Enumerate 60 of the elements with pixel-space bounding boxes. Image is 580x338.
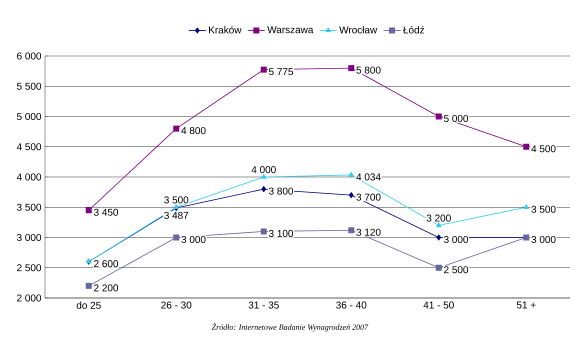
y-tick-label: 2 000 xyxy=(17,294,42,302)
data-label: 2 600 xyxy=(94,260,118,268)
data-label: 2 200 xyxy=(94,284,118,292)
x-tick-label: 51 + xyxy=(516,302,536,308)
data-label: 3 800 xyxy=(268,188,294,195)
point xyxy=(261,186,266,192)
data-label: 5 000 xyxy=(444,114,468,122)
y-tick-label: 4 500 xyxy=(16,143,42,150)
point xyxy=(173,126,180,132)
data-label: 3 100 xyxy=(268,230,294,237)
y-tick-label: 3 500 xyxy=(16,204,42,211)
x-tick-label: 26 - 30 xyxy=(161,302,192,309)
x-tick-label: do 25 xyxy=(76,302,101,309)
legend-label: Wrocław xyxy=(339,26,378,34)
y-tick-label: 2 500 xyxy=(17,264,42,272)
point xyxy=(260,228,267,234)
point xyxy=(173,234,180,240)
data-label: 5 800 xyxy=(356,66,381,74)
data-label: 4 800 xyxy=(181,127,206,134)
data-label: 4 000 xyxy=(252,166,276,174)
x-tick-label: 36 - 40 xyxy=(336,302,366,309)
point xyxy=(86,282,92,289)
point xyxy=(524,204,529,209)
legend-label: Kraków xyxy=(209,26,242,34)
point xyxy=(436,264,442,271)
point xyxy=(348,227,354,234)
data-label: 3 450 xyxy=(94,208,118,216)
data-label: 4 034 xyxy=(356,173,381,180)
data-label: 3 487 xyxy=(164,212,188,219)
y-tick-label: 5 000 xyxy=(16,112,42,120)
x-tick-label: 31 - 35 xyxy=(248,302,279,309)
data-label: 2 500 xyxy=(444,266,468,274)
x-tick-label: 41 - 50 xyxy=(423,302,454,309)
legend-label: Łódź xyxy=(403,26,424,34)
data-label: 3 000 xyxy=(531,236,556,244)
point xyxy=(348,65,354,72)
data-label: 3 500 xyxy=(531,206,556,213)
point xyxy=(348,172,354,177)
data-label: 3 120 xyxy=(356,228,381,236)
data-label: 3 000 xyxy=(181,236,206,244)
y-tick-label: 3 000 xyxy=(16,234,42,242)
point xyxy=(261,174,266,179)
legend-label: Warszawa xyxy=(267,26,314,34)
point xyxy=(86,207,92,214)
data-label: 3 200 xyxy=(426,214,451,222)
point xyxy=(348,192,354,198)
y-tick-label: 5 500 xyxy=(16,82,42,90)
point xyxy=(260,66,267,73)
y-tick-label: 6 000 xyxy=(17,52,42,60)
point xyxy=(436,234,442,240)
data-label: 3 500 xyxy=(164,196,188,204)
point xyxy=(436,222,442,228)
data-label: 4 500 xyxy=(531,145,556,152)
y-tick-label: 4 000 xyxy=(16,173,42,181)
data-label: 3 000 xyxy=(444,236,468,244)
point xyxy=(174,204,179,209)
point xyxy=(436,114,442,120)
data-label: 5 775 xyxy=(268,68,294,76)
point xyxy=(523,144,530,150)
data-label: 3 700 xyxy=(356,194,381,201)
